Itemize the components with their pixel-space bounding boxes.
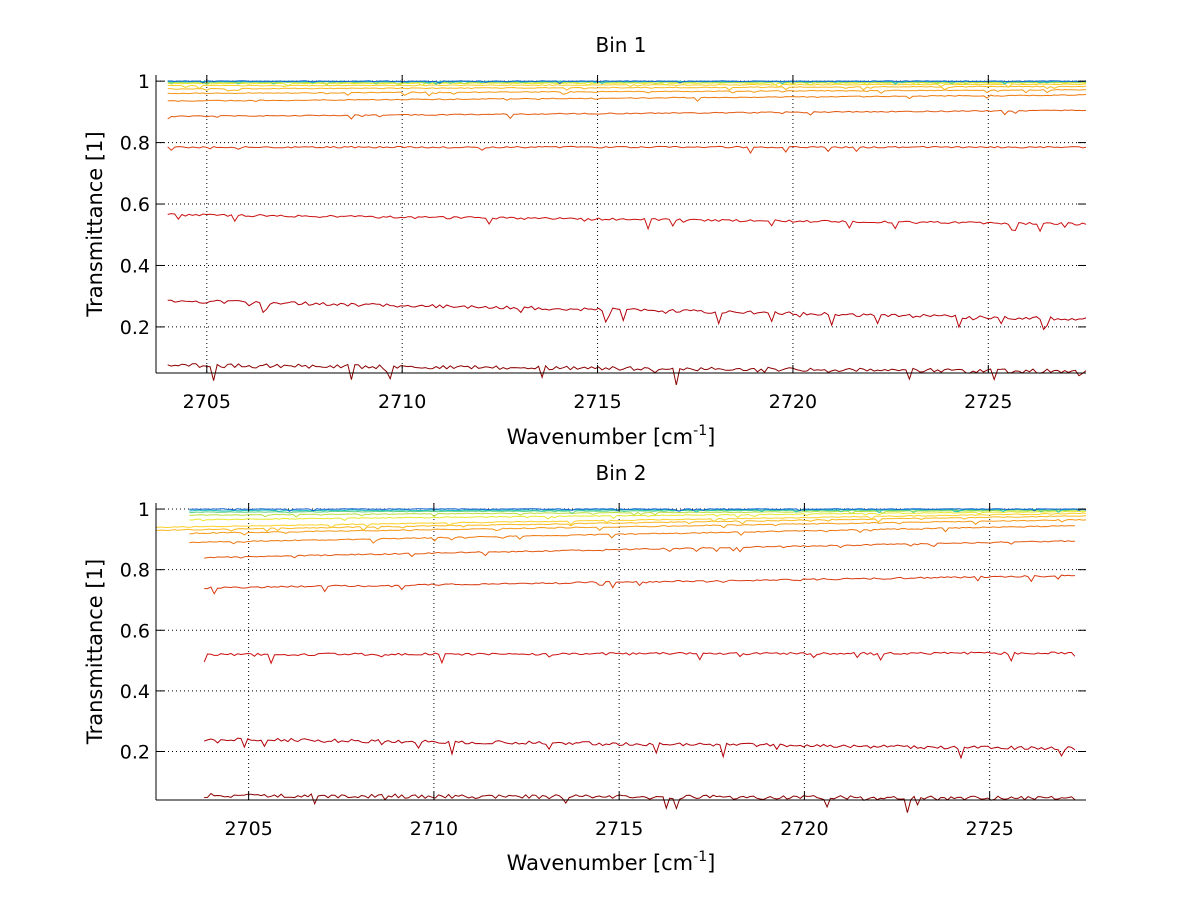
x-tick-label: 2715 bbox=[573, 391, 621, 413]
y-axis-label: Transmittance [1] bbox=[83, 131, 107, 317]
series-line bbox=[167, 299, 1087, 331]
x-tick-label: 2720 bbox=[780, 818, 828, 840]
y-tick-label: 0.8 bbox=[120, 560, 150, 582]
series-line bbox=[204, 792, 1076, 813]
y-tick-label: 0.6 bbox=[120, 620, 150, 642]
series-line bbox=[155, 515, 1087, 533]
series-line bbox=[167, 81, 1087, 87]
series-line bbox=[167, 80, 1087, 85]
y-tick-label: 0.4 bbox=[120, 255, 150, 277]
series-line bbox=[189, 518, 1087, 536]
chart-title: Bin 1 bbox=[595, 33, 646, 57]
series-line bbox=[167, 213, 1087, 233]
y-tick-label: 0.8 bbox=[120, 133, 150, 155]
x-axis-label: Wavenumber [cm-1] bbox=[507, 423, 716, 449]
series-line bbox=[167, 83, 1087, 90]
y-tick-label: 0.6 bbox=[120, 194, 150, 216]
series-line bbox=[203, 651, 1076, 665]
x-axis-label: Wavenumber [cm-1] bbox=[507, 849, 716, 875]
y-tick-label: 1 bbox=[138, 499, 150, 521]
chart-bin-1: 2705 2710 2715 2720 2725 0.2 0.4 0.6 0.8 1 Bin 1 Wa… bbox=[83, 33, 1087, 449]
x-tick-label: 2710 bbox=[410, 818, 458, 840]
series-line bbox=[189, 525, 1075, 545]
x-tick-label: 2725 bbox=[965, 818, 1013, 840]
series-line bbox=[155, 512, 1087, 529]
series-line bbox=[189, 508, 1087, 512]
y-axis-label: Transmittance [1] bbox=[83, 559, 107, 745]
chart-title: Bin 2 bbox=[595, 461, 646, 485]
series-line bbox=[167, 109, 1087, 120]
x-tick-label: 2710 bbox=[378, 391, 426, 413]
x-tick-label: 2715 bbox=[595, 818, 643, 840]
series-line bbox=[204, 574, 1075, 595]
series-line bbox=[189, 509, 1087, 518]
x-tick-label: 2705 bbox=[183, 391, 231, 413]
y-tick-label: 0.4 bbox=[120, 681, 150, 703]
series-line bbox=[167, 363, 1087, 386]
y-tick-label: 0.2 bbox=[120, 742, 150, 764]
series-line bbox=[167, 94, 1087, 103]
chart-bin-2: 2705 2710 2715 2720 2725 0.2 0.4 0.6 0.8 1 Bin 2 Wa… bbox=[83, 461, 1087, 875]
y-tick-label: 0.2 bbox=[120, 317, 150, 339]
series-line bbox=[167, 85, 1087, 92]
series-line bbox=[204, 737, 1076, 760]
y-tick-label: 1 bbox=[138, 71, 150, 93]
series-line bbox=[189, 510, 1087, 522]
x-tick-label: 2720 bbox=[769, 391, 817, 413]
x-tick-label: 2725 bbox=[964, 391, 1012, 413]
x-tick-label: 2705 bbox=[224, 818, 272, 840]
series-line bbox=[167, 88, 1086, 97]
series-line bbox=[167, 145, 1087, 154]
series-line bbox=[204, 540, 1075, 559]
